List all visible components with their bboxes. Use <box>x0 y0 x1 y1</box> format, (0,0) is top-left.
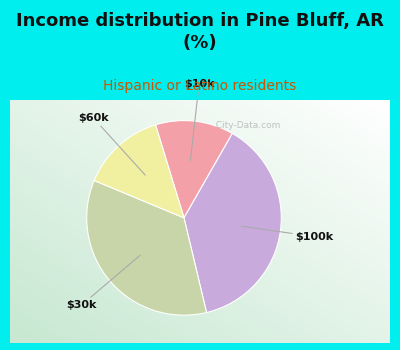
Text: $100k: $100k <box>241 226 333 241</box>
Wedge shape <box>156 121 232 218</box>
Text: Income distribution in Pine Bluff, AR
(%): Income distribution in Pine Bluff, AR (%… <box>16 12 384 52</box>
Wedge shape <box>87 181 206 315</box>
Text: $60k: $60k <box>78 113 145 175</box>
Wedge shape <box>94 125 184 218</box>
Text: Hispanic or Latino residents: Hispanic or Latino residents <box>103 79 297 93</box>
Text: City-Data.com: City-Data.com <box>210 121 280 130</box>
Text: $10k: $10k <box>184 79 214 161</box>
Wedge shape <box>184 133 281 313</box>
Text: $30k: $30k <box>66 255 140 310</box>
